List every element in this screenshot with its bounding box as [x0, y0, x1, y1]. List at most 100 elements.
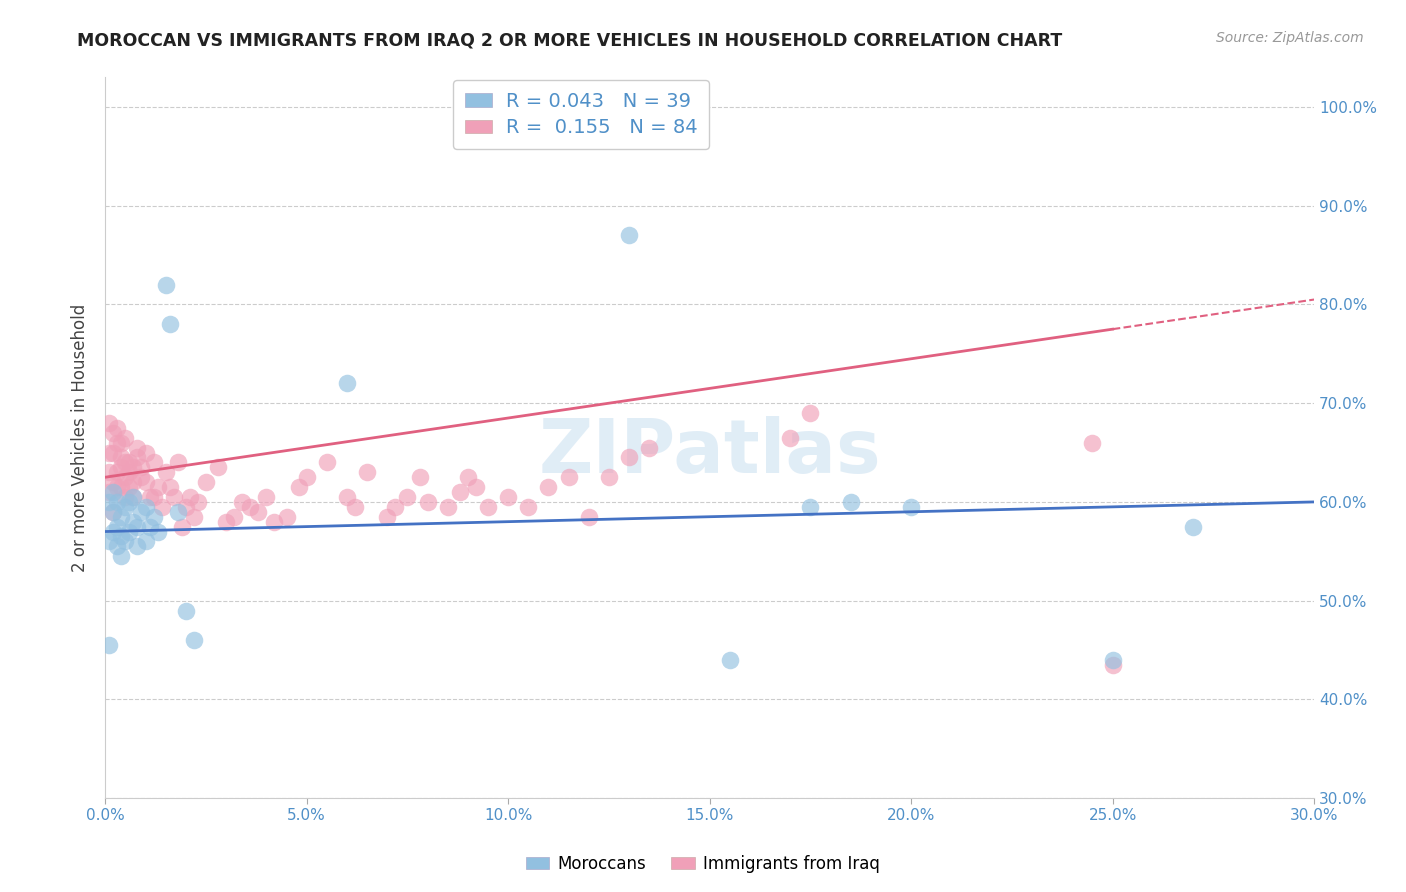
Point — [131, 460, 153, 475]
Point — [215, 515, 238, 529]
Point — [254, 490, 277, 504]
Point — [134, 534, 156, 549]
Point — [183, 633, 205, 648]
Point — [155, 465, 177, 479]
Point — [207, 460, 229, 475]
Point — [295, 470, 318, 484]
Point — [103, 475, 125, 490]
Point — [344, 500, 367, 514]
Point — [224, 509, 246, 524]
Point — [118, 455, 141, 469]
Legend: R = 0.043   N = 39, R =  0.155   N = 84: R = 0.043 N = 39, R = 0.155 N = 84 — [453, 80, 709, 149]
Point — [336, 490, 359, 504]
Point — [166, 505, 188, 519]
Point — [247, 505, 270, 519]
Legend: Moroccans, Immigrants from Iraq: Moroccans, Immigrants from Iraq — [519, 848, 887, 880]
Text: ZIPatlas: ZIPatlas — [538, 416, 882, 489]
Point — [239, 500, 262, 514]
Point — [118, 480, 141, 494]
Point — [1101, 657, 1123, 672]
Point — [122, 490, 145, 504]
Point — [134, 475, 156, 490]
Point — [110, 460, 132, 475]
Point — [356, 465, 378, 479]
Point — [578, 509, 600, 524]
Text: Source: ZipAtlas.com: Source: ZipAtlas.com — [1216, 31, 1364, 45]
Point — [170, 519, 193, 533]
Point — [799, 406, 821, 420]
Point — [110, 509, 132, 524]
Point — [396, 490, 419, 504]
Point — [465, 480, 488, 494]
Point — [134, 500, 156, 514]
Point — [103, 524, 125, 539]
Point — [110, 549, 132, 564]
Point — [103, 425, 125, 440]
Point — [617, 228, 640, 243]
Point — [718, 653, 741, 667]
Point — [1081, 435, 1104, 450]
Point — [98, 638, 121, 652]
Point — [127, 519, 149, 533]
Point — [159, 317, 181, 331]
Point — [187, 495, 209, 509]
Point — [142, 509, 165, 524]
Point — [287, 480, 309, 494]
Point — [1182, 519, 1205, 533]
Point — [457, 470, 479, 484]
Point — [98, 534, 121, 549]
Point — [163, 490, 186, 504]
Point — [122, 475, 145, 490]
Point — [134, 445, 156, 459]
Point — [114, 500, 136, 514]
Point — [336, 376, 359, 391]
Point — [142, 490, 165, 504]
Point — [146, 480, 169, 494]
Point — [1101, 653, 1123, 667]
Point — [105, 421, 128, 435]
Point — [436, 500, 458, 514]
Point — [103, 505, 125, 519]
Point — [98, 416, 121, 430]
Point — [105, 465, 128, 479]
Point — [537, 480, 560, 494]
Point — [799, 500, 821, 514]
Point — [131, 470, 153, 484]
Point — [114, 470, 136, 484]
Point — [146, 524, 169, 539]
Point — [110, 480, 132, 494]
Point — [103, 445, 125, 459]
Point — [449, 485, 471, 500]
Point — [617, 450, 640, 465]
Point — [416, 495, 439, 509]
Point — [384, 500, 406, 514]
Point — [900, 500, 922, 514]
Point — [122, 460, 145, 475]
Point — [127, 441, 149, 455]
Point — [122, 490, 145, 504]
Point — [114, 534, 136, 549]
Point — [105, 519, 128, 533]
Point — [517, 500, 540, 514]
Point — [166, 455, 188, 469]
Point — [105, 495, 128, 509]
Point — [779, 431, 801, 445]
Point — [114, 455, 136, 469]
Point — [375, 509, 398, 524]
Point — [557, 470, 579, 484]
Point — [98, 445, 121, 459]
Point — [118, 495, 141, 509]
Point — [194, 475, 217, 490]
Point — [183, 509, 205, 524]
Point — [98, 495, 121, 509]
Point — [263, 515, 285, 529]
Point — [118, 524, 141, 539]
Point — [231, 495, 253, 509]
Point — [276, 509, 298, 524]
Point — [638, 441, 661, 455]
Point — [110, 450, 132, 465]
Y-axis label: 2 or more Vehicles in Household: 2 or more Vehicles in Household — [72, 303, 89, 572]
Point — [105, 435, 128, 450]
Point — [138, 490, 160, 504]
Point — [103, 505, 125, 519]
